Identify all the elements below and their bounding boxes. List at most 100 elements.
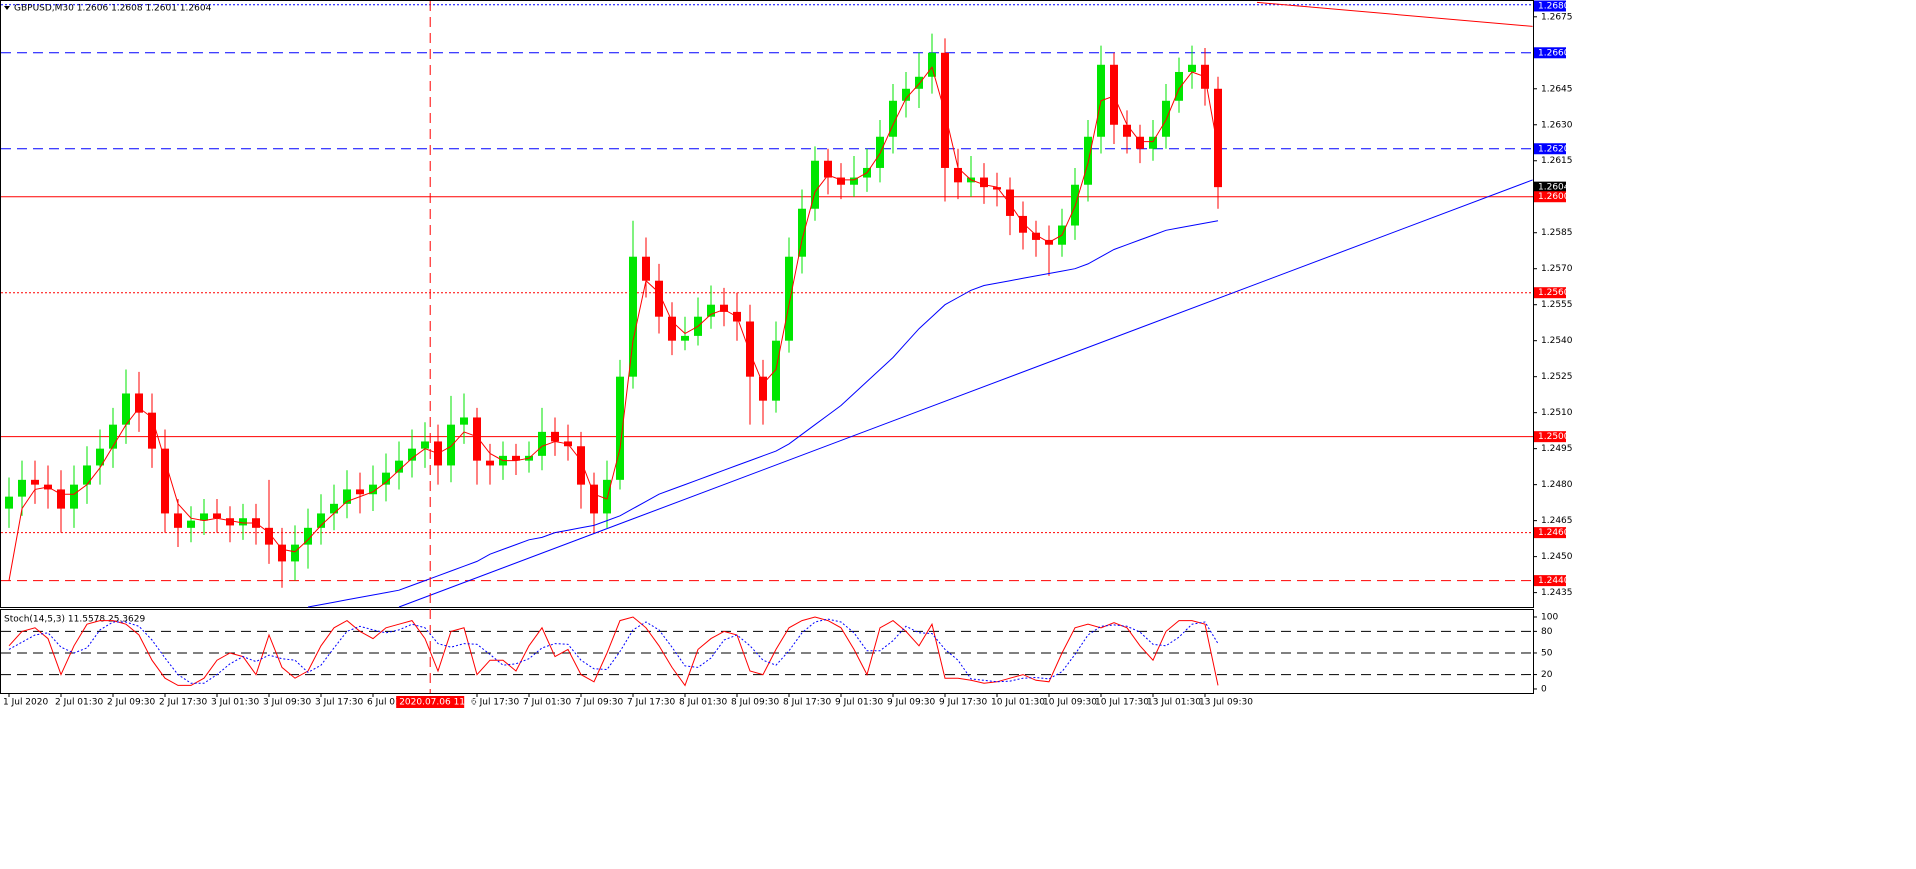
candle-body xyxy=(83,465,91,485)
y-tick-label: 100 xyxy=(1541,612,1558,622)
candle-body xyxy=(408,448,416,461)
x-tick-label: 7 Jul 09:30 xyxy=(575,698,624,708)
candle-body xyxy=(577,446,585,485)
candle-body xyxy=(1006,189,1014,216)
candle-body xyxy=(772,340,780,401)
x-tick-label: 3 Jul 17:30 xyxy=(315,698,364,708)
x-tick-label: 6 Jul 17:30 xyxy=(471,698,520,708)
candle-body xyxy=(746,321,754,377)
y-tick-label: 1.2615 xyxy=(1541,156,1573,166)
candle-body xyxy=(616,376,624,480)
candle-body xyxy=(317,513,325,528)
x-tick-label: 6 Jul 01:30 xyxy=(367,698,416,708)
x-tick-label: 13 Jul 01:30 xyxy=(1147,698,1201,708)
level-label-box xyxy=(1534,181,1566,193)
level-label-box xyxy=(1534,0,1566,12)
x-tick-label: 7 Jul 01:30 xyxy=(523,698,572,708)
stoch-title: Stoch(14,5,3) 11.5578 25.3629 xyxy=(4,615,145,625)
candle-body xyxy=(590,484,598,514)
candle-body xyxy=(785,256,793,341)
candle-body xyxy=(980,177,988,188)
candle-body xyxy=(954,167,962,183)
candle-body xyxy=(1188,64,1196,72)
candle-body xyxy=(330,503,338,514)
x-tick-label: 7 Jul 17:30 xyxy=(627,698,676,708)
y-tick-label: 20 xyxy=(1541,670,1553,680)
stoch-frame xyxy=(0,609,1534,694)
y-tick-label: 1.2450 xyxy=(1541,552,1573,562)
y-tick-label: 1.2435 xyxy=(1541,588,1573,598)
level-label: 1.2560 xyxy=(1538,288,1570,298)
candle-body xyxy=(239,518,247,526)
level-label-box xyxy=(1534,431,1566,443)
candle-body xyxy=(512,455,520,461)
candle-body xyxy=(109,424,117,449)
candle-body xyxy=(1110,64,1118,125)
level-label-box xyxy=(1534,287,1566,299)
candle-body xyxy=(902,88,910,101)
candle-body xyxy=(837,177,845,185)
symbol-menu-arrow[interactable] xyxy=(4,6,10,10)
candle-body xyxy=(1175,71,1183,101)
y-tick-label: 1.2510 xyxy=(1541,408,1573,418)
x-tick-label: 3 Jul 09:30 xyxy=(263,698,312,708)
y-tick-label: 1.2480 xyxy=(1541,480,1573,490)
candle-body xyxy=(941,52,949,168)
candle-body xyxy=(395,460,403,473)
candle-body xyxy=(291,544,299,562)
candle-body xyxy=(1019,215,1027,233)
level-label-box xyxy=(1534,527,1566,539)
level-label-box xyxy=(1534,47,1566,59)
trend-line xyxy=(1256,1,1533,27)
candle-body xyxy=(343,489,351,504)
candle-body xyxy=(1136,136,1144,149)
candle-body xyxy=(356,489,364,495)
candle-body xyxy=(993,187,1001,190)
x-tick-label: 10 Jul 17:30 xyxy=(1095,698,1149,708)
candle-body xyxy=(174,513,182,528)
candle-body xyxy=(226,518,234,526)
x-tick-label: 10 Jul 09:30 xyxy=(1043,698,1097,708)
candle-body xyxy=(681,335,689,341)
candle-body xyxy=(122,393,130,425)
y-tick-label: 1.2630 xyxy=(1541,120,1573,130)
y-tick-label: 80 xyxy=(1541,627,1553,637)
candle-body xyxy=(1214,88,1222,188)
level-label: 1.2460 xyxy=(1538,528,1570,538)
candle-body xyxy=(915,76,923,89)
candle-body xyxy=(70,484,78,509)
y-tick-label: 1.2555 xyxy=(1541,300,1573,310)
stoch-line xyxy=(8,616,1219,687)
y-tick-label: 1.2525 xyxy=(1541,372,1573,382)
candle-body xyxy=(161,448,169,514)
candle-body xyxy=(538,431,546,456)
candle-body xyxy=(889,100,897,137)
x-tick-label: 8 Jul 01:30 xyxy=(679,698,728,708)
y-tick-label: 1.2645 xyxy=(1541,84,1573,94)
time-marker-box xyxy=(396,696,465,708)
moving-average xyxy=(307,220,1219,608)
candle-body xyxy=(473,417,481,461)
candle-body xyxy=(265,527,273,545)
candle-body xyxy=(187,520,195,528)
candle-body xyxy=(811,160,819,209)
level-label: 1.2660 xyxy=(1538,48,1570,58)
time-marker-label: 2020.07.06 11:00 xyxy=(399,698,480,708)
candle-body xyxy=(1149,136,1157,149)
candle-body xyxy=(707,304,715,317)
main-frame xyxy=(0,0,1534,608)
level-label: 1.2500 xyxy=(1538,432,1570,442)
y-tick-label: 0 xyxy=(1541,684,1547,694)
candle-body xyxy=(642,256,650,281)
candle-body xyxy=(1123,124,1131,137)
y-tick-label: 50 xyxy=(1541,648,1553,658)
chart-title: GBPUSD,M30 1.2606 1.2608 1.2601 1.2604 xyxy=(14,4,212,14)
candle-body xyxy=(603,479,611,514)
y-tick-label: 1.2675 xyxy=(1541,12,1573,22)
x-tick-label: 9 Jul 09:30 xyxy=(887,698,936,708)
y-tick-label: 1.2465 xyxy=(1541,516,1573,526)
x-tick-label: 8 Jul 09:30 xyxy=(731,698,780,708)
x-tick-label: 9 Jul 01:30 xyxy=(835,698,884,708)
level-label: 1.2620 xyxy=(1538,144,1570,154)
